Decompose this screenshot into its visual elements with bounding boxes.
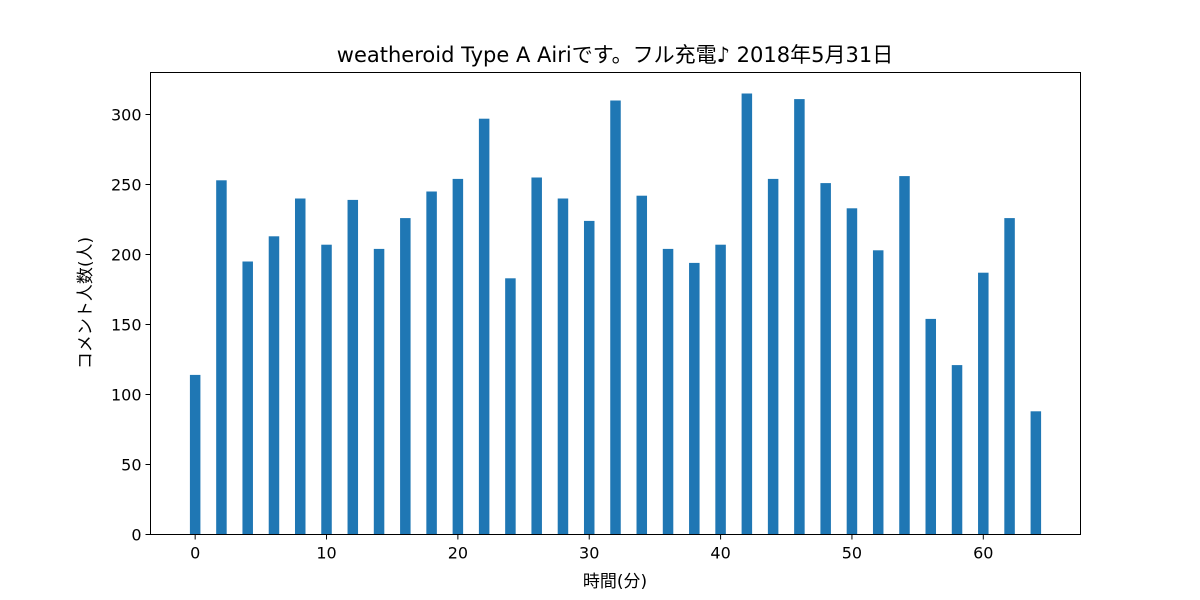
bar-34	[636, 195, 648, 535]
y-tick-label: 300	[111, 106, 142, 125]
bar-56	[925, 318, 937, 535]
bar-6	[268, 236, 280, 535]
plot-frame	[150, 72, 1081, 535]
y-tick-label: 0	[131, 526, 141, 545]
bar-36	[662, 248, 674, 535]
bar-8	[294, 198, 306, 535]
y-tick-label: 150	[111, 316, 142, 335]
x-tick-label: 0	[190, 544, 200, 563]
bar-12	[347, 199, 359, 535]
x-tick-label: 60	[973, 544, 993, 563]
bar-54	[899, 176, 910, 535]
bars-group	[189, 93, 1042, 535]
chart-title: weatheroid Type A Airiです。フル充電♪ 2018年5月31…	[337, 43, 893, 67]
bar-2	[216, 180, 227, 535]
bar-44	[767, 178, 779, 535]
bar-0	[189, 374, 201, 535]
x-tick-label: 20	[448, 544, 468, 563]
bar-24	[505, 278, 516, 535]
bar-20	[452, 178, 464, 535]
y-tick-label: 50	[121, 456, 141, 475]
bar-42	[741, 93, 753, 535]
y-tick-label: 100	[111, 386, 142, 405]
bar-48	[820, 183, 831, 535]
bar-30	[583, 220, 595, 535]
bar-64	[1030, 411, 1042, 535]
x-tick-label: 50	[842, 544, 862, 563]
bar-10	[321, 244, 332, 535]
bar-52	[872, 250, 884, 535]
bar-18	[426, 191, 437, 535]
bar-26	[531, 177, 542, 535]
x-tick-label: 40	[710, 544, 730, 563]
x-axis-label: 時間(分)	[583, 572, 647, 592]
y-tick-label: 200	[111, 246, 142, 265]
y-axis: 0 50 100 150 200 250 300	[111, 106, 151, 545]
bar-14	[373, 248, 385, 535]
y-axis-label: コメント人数(人)	[76, 237, 96, 369]
bar-60	[978, 272, 989, 535]
bar-62	[1004, 218, 1015, 535]
bar-40	[715, 244, 726, 535]
bar-46	[794, 99, 805, 535]
bar-16	[400, 218, 411, 535]
bar-4	[242, 261, 253, 535]
bar-38	[689, 262, 700, 535]
bar-58	[951, 365, 963, 535]
y-tick-label: 250	[111, 176, 142, 195]
bar-28	[557, 198, 569, 535]
x-tick-label: 30	[579, 544, 599, 563]
bar-32	[610, 100, 621, 535]
x-tick-label: 10	[316, 544, 336, 563]
bar-22	[478, 118, 490, 535]
x-axis: 0 10 20 30 40 50 60	[190, 534, 993, 563]
bar-50	[846, 208, 858, 535]
